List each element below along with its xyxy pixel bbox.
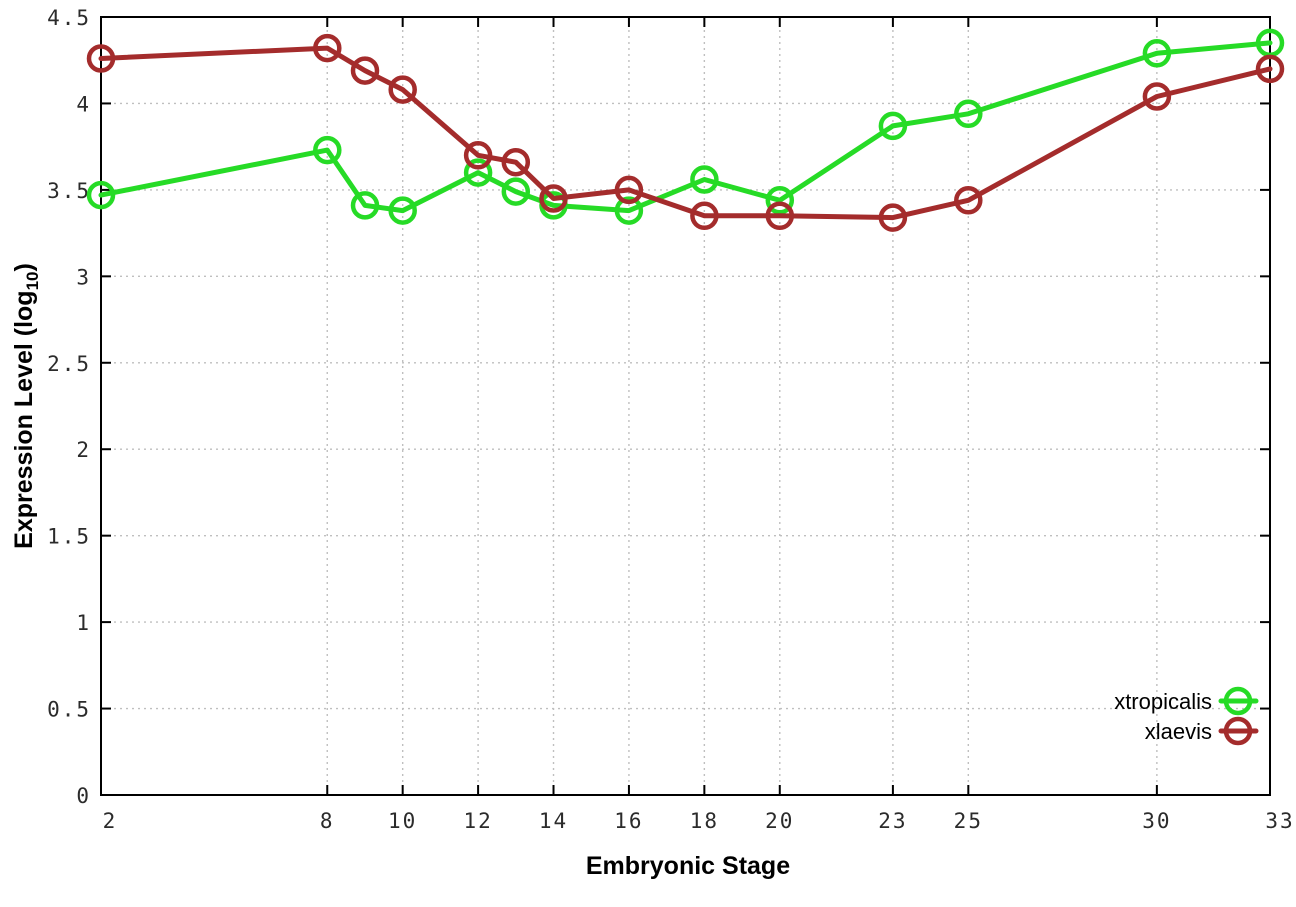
marker-xtropicalis-stage-23 bbox=[878, 111, 908, 141]
legend-marker-xtropicalis bbox=[1223, 686, 1253, 716]
marker-xtropicalis-stage-30 bbox=[1142, 39, 1172, 68]
marker-xtropicalis-stage-13 bbox=[501, 177, 531, 206]
marker-xlaevis-stage-30 bbox=[1142, 82, 1172, 111]
y-tick-label-1: 1 bbox=[76, 611, 91, 635]
legend: xtropicalis xlaevis bbox=[1114, 686, 1259, 746]
marker-xtropicalis-stage-16 bbox=[614, 196, 644, 225]
y-tick-label-4: 4 bbox=[76, 92, 91, 116]
marker-xtropicalis-stage-25 bbox=[954, 99, 983, 129]
marker-xlaevis-stage-18 bbox=[690, 201, 719, 231]
plot-border bbox=[100, 16, 1271, 796]
legend-entry-xtropicalis: xtropicalis bbox=[1114, 686, 1259, 716]
y-tick-label-2: 2 bbox=[76, 438, 91, 462]
x-tick-label-20: 20 bbox=[765, 809, 794, 833]
y-tick-label-0: 0 bbox=[76, 784, 91, 808]
legend-marker-xlaevis bbox=[1223, 716, 1253, 746]
marker-xtropicalis-stage-2 bbox=[86, 180, 116, 210]
x-tick-label-16: 16 bbox=[614, 809, 643, 833]
series-xlaevis bbox=[86, 33, 1285, 232]
x-tick-label-12: 12 bbox=[463, 809, 492, 833]
marker-xlaevis-stage-16 bbox=[614, 175, 644, 205]
marker-xtropicalis-stage-20 bbox=[765, 186, 795, 215]
marker-xtropicalis-stage-18 bbox=[690, 165, 719, 194]
x-tick-label-25: 25 bbox=[954, 809, 983, 833]
marker-xtropicalis-stage-9 bbox=[350, 191, 380, 220]
x-tick-label-2: 2 bbox=[103, 809, 118, 833]
x-tick-label-33: 33 bbox=[1265, 809, 1294, 833]
x-tick-label-8: 8 bbox=[320, 809, 335, 833]
y-tick-label-4.5: 4.5 bbox=[47, 6, 91, 30]
x-tick-label-18: 18 bbox=[690, 809, 719, 833]
marker-xlaevis-stage-2 bbox=[86, 44, 116, 73]
legend-label-xlaevis: xlaevis bbox=[1145, 719, 1212, 744]
y-tick-label-2.5: 2.5 bbox=[47, 352, 91, 376]
marker-xlaevis-stage-12 bbox=[463, 141, 493, 170]
y-tick-labels: 0 0.5 1 1.5 2 2.5 3 3.5 4 4.5 bbox=[47, 6, 91, 808]
marker-xtropicalis-stage-10 bbox=[388, 196, 417, 225]
x-axis-title: Embryonic Stage bbox=[586, 852, 790, 880]
y-tick-label-0.5: 0.5 bbox=[47, 698, 91, 722]
y-tick-label-3.5: 3.5 bbox=[47, 179, 91, 203]
marker-xtropicalis-stage-8 bbox=[313, 135, 342, 165]
x-tick-label-30: 30 bbox=[1142, 809, 1171, 833]
marker-xlaevis-stage-8 bbox=[313, 33, 342, 63]
marker-xlaevis-stage-10 bbox=[388, 75, 417, 104]
y-tick-label-3: 3 bbox=[76, 265, 91, 289]
marker-xlaevis-stage-13 bbox=[501, 147, 531, 177]
marker-xlaevis-stage-23 bbox=[878, 203, 908, 232]
series-xtropicalis bbox=[86, 28, 1285, 225]
marker-xlaevis-stage-14 bbox=[539, 184, 568, 213]
x-tick-label-23: 23 bbox=[878, 809, 907, 833]
x-tick-label-14: 14 bbox=[539, 809, 568, 833]
marker-xtropicalis-stage-12 bbox=[463, 158, 493, 187]
x-tick-label-10: 10 bbox=[388, 809, 417, 833]
x-tick-labels: 2 8 10 12 14 16 18 20 23 25 30 33 bbox=[103, 809, 1294, 833]
marker-xlaevis-stage-25 bbox=[954, 186, 983, 215]
marker-xlaevis-stage-20 bbox=[765, 201, 795, 231]
legend-label-xtropicalis: xtropicalis bbox=[1114, 689, 1212, 714]
y-axis-title: Expression Level (log10) bbox=[10, 263, 42, 549]
legend-entry-xlaevis: xlaevis bbox=[1145, 716, 1259, 746]
marker-xlaevis-stage-9 bbox=[350, 56, 380, 85]
y-tick-label-1.5: 1.5 bbox=[47, 525, 91, 549]
marker-xlaevis-stage-33 bbox=[1255, 54, 1285, 84]
